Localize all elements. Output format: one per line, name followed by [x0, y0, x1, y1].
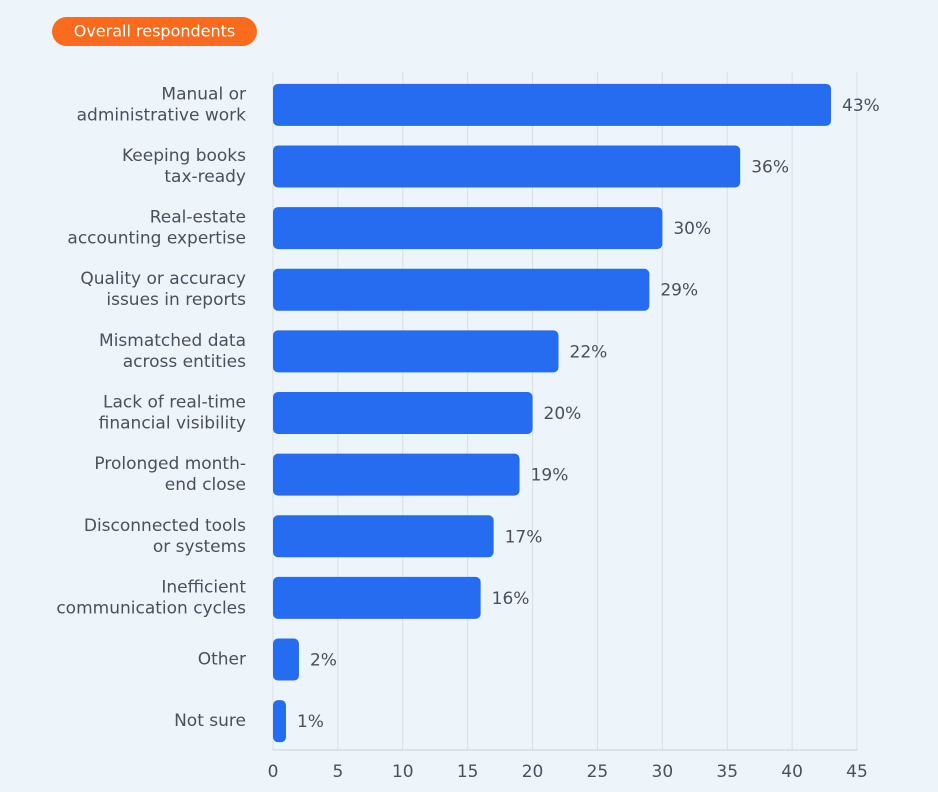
bar	[273, 700, 286, 743]
x-tick-label: 25	[587, 762, 609, 782]
y-tick-label: Disconnected tools or systems	[84, 516, 246, 557]
bar	[273, 392, 533, 434]
x-tick-label: 5	[332, 762, 343, 782]
bar	[273, 638, 299, 681]
value-label: 16%	[492, 589, 530, 609]
y-tick-label: Inefficient communication cycles	[56, 577, 246, 618]
x-tick-label: 45	[846, 762, 868, 782]
x-tick-label: 10	[392, 762, 414, 782]
y-tick-label: Keeping books tax-ready	[122, 146, 246, 187]
badge	[52, 17, 257, 46]
value-label: 29%	[660, 281, 698, 301]
value-label: 43%	[842, 96, 880, 116]
bar	[273, 330, 559, 373]
bar	[273, 576, 481, 619]
bar	[273, 453, 520, 496]
y-tick-label: Prolonged month-end close	[94, 454, 246, 495]
value-label: 19%	[531, 466, 569, 486]
y-tick-label: Lack of real-time financial visibility	[99, 393, 246, 434]
value-label: 36%	[751, 157, 789, 177]
bar	[273, 83, 832, 126]
x-tick-label: 0	[268, 762, 279, 782]
bar	[273, 207, 663, 250]
value-label: 17%	[505, 527, 543, 547]
y-tick-label: Real-estate accounting expertise	[67, 208, 246, 249]
y-tick-label: Other	[198, 650, 246, 670]
value-label: 20%	[544, 404, 582, 424]
bar	[273, 515, 494, 558]
bar	[273, 145, 741, 188]
y-tick-label: Manual or administrative work	[77, 84, 247, 125]
x-tick-label: 20	[522, 762, 544, 782]
value-label: 2%	[310, 651, 337, 671]
y-tick-label: Quality or accuracy issues in reports	[80, 269, 246, 310]
value-label: 1%	[297, 712, 324, 732]
x-tick-label: 35	[716, 762, 738, 782]
x-tick-label: 40	[781, 762, 803, 782]
bar	[273, 268, 650, 311]
x-tick-label: 30	[652, 762, 674, 782]
chart-subtitle: Overall respondents	[74, 22, 236, 41]
x-tick-label: 15	[457, 762, 479, 782]
value-label: 22%	[570, 342, 608, 362]
value-label: 30%	[673, 219, 711, 239]
y-tick-label: Mismatched data across entities	[99, 331, 246, 372]
y-tick-label: Not sure	[174, 711, 246, 731]
